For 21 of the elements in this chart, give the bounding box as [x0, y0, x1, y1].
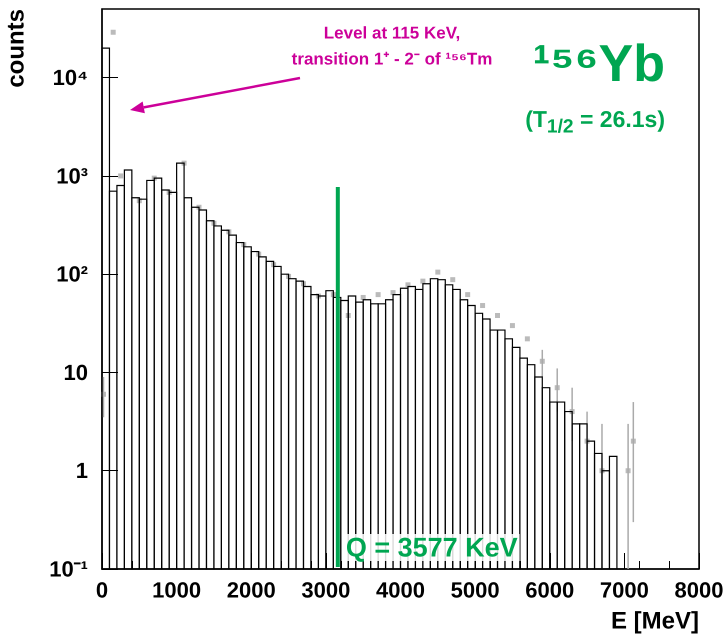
- y-tick-label: 10³: [56, 163, 88, 188]
- x-tick-label: 4000: [376, 578, 425, 602]
- text: (T$_{1/2}$ = 26.1s): [525, 106, 665, 139]
- y-tick-label: 10: [64, 360, 88, 385]
- y-tick-label: 10⁴: [52, 65, 88, 90]
- text: ¹⁵⁶Yb: [532, 34, 665, 94]
- annotation: Q = 3577 KeV: [346, 532, 518, 562]
- annotation: Level at 115 KeV, transition 1⁺ - 2⁻ of ¹⁵⁶Tm: [292, 24, 492, 68]
- y-axis-title: counts: [2, 9, 30, 88]
- x-tick-label: 3000: [301, 578, 350, 602]
- y-tick-label: 10⁻¹: [49, 556, 88, 582]
- x-tick-label: 2000: [226, 578, 276, 602]
- x-tick-label: 5000: [450, 578, 500, 602]
- x-tick-label: 8000: [674, 578, 724, 602]
- x-tick-label: 0: [96, 578, 108, 602]
- x-tick-label: 1000: [152, 578, 202, 602]
- y-tick-label: 10²: [56, 262, 88, 287]
- y-tick-label: 1: [76, 458, 88, 484]
- x-tick-label: 7000: [600, 578, 649, 602]
- x-tick-label: 6000: [525, 578, 574, 602]
- x-axis-title: E [MeV]: [610, 608, 699, 634]
